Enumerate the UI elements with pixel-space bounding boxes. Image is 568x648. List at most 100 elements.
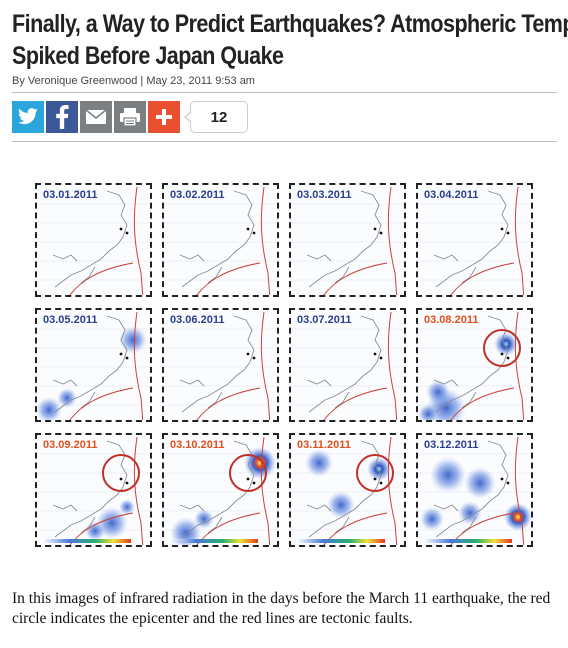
epicenter-circle bbox=[229, 454, 267, 492]
map-panel: 03.03.2011 bbox=[289, 183, 406, 297]
infrared-map bbox=[291, 311, 404, 420]
station-marker bbox=[125, 356, 129, 360]
panel-date-label: 03.03.2011 bbox=[297, 189, 352, 201]
map-panel: 03.04.2011 bbox=[416, 183, 533, 297]
tectonic-fault bbox=[69, 436, 144, 545]
tectonic-fault bbox=[450, 436, 525, 545]
figure-caption: In this images of infrared radiation in … bbox=[12, 590, 551, 627]
station-marker bbox=[500, 227, 504, 231]
share-divider bbox=[12, 141, 557, 142]
thermal-hotspot bbox=[194, 509, 214, 529]
map-panel: 03.01.2011 bbox=[35, 183, 152, 297]
thermal-hotspot bbox=[37, 397, 62, 420]
plus-icon bbox=[156, 109, 172, 125]
share-bar: 12 bbox=[12, 101, 248, 133]
coastline bbox=[433, 440, 509, 538]
infrared-map bbox=[418, 436, 531, 545]
station-marker bbox=[506, 231, 510, 235]
thermal-hotspot bbox=[305, 449, 333, 477]
color-scale-bar bbox=[297, 539, 385, 543]
station-marker bbox=[246, 352, 250, 356]
thermal-hotspot bbox=[57, 388, 77, 408]
map-panel: 03.09.2011 bbox=[35, 433, 152, 547]
thermal-hotspot bbox=[327, 491, 355, 519]
thermal-hotspot bbox=[367, 457, 391, 481]
facebook-share-button[interactable] bbox=[46, 101, 78, 133]
panel-date-label: 03.05.2011 bbox=[43, 314, 98, 326]
coastline bbox=[306, 190, 382, 288]
coastline bbox=[433, 190, 509, 288]
station-marker bbox=[119, 227, 123, 231]
station-marker bbox=[373, 352, 377, 356]
coastline bbox=[52, 315, 128, 413]
infrared-map bbox=[37, 186, 150, 295]
more-share-button[interactable] bbox=[148, 101, 180, 133]
thermal-hotspot bbox=[418, 404, 438, 420]
thermal-hotspot bbox=[430, 457, 466, 493]
print-share-button[interactable] bbox=[114, 101, 146, 133]
tectonic-fault bbox=[323, 186, 398, 295]
infrared-map bbox=[291, 436, 404, 545]
article-title-line-2: Spiked Before Japan Quake bbox=[12, 42, 284, 70]
article-byline: By Veronique Greenwood | May 23, 2011 9:… bbox=[12, 75, 255, 87]
coastline bbox=[179, 440, 255, 538]
station-marker bbox=[246, 477, 250, 481]
twitter-share-button[interactable] bbox=[12, 101, 44, 133]
twitter-bird-icon bbox=[18, 108, 38, 125]
panel-date-label: 03.09.2011 bbox=[43, 439, 98, 451]
station-marker bbox=[119, 352, 123, 356]
map-panel: 03.07.2011 bbox=[289, 308, 406, 422]
infrared-map bbox=[164, 311, 277, 420]
infrared-map bbox=[418, 311, 531, 420]
thermal-hotspot bbox=[119, 326, 147, 354]
station-marker bbox=[500, 477, 504, 481]
email-share-button[interactable] bbox=[80, 101, 112, 133]
infrared-map-grid: 03.01.2011 03.02.2011 03.03.2011 03.04.2011… bbox=[35, 183, 534, 555]
station-marker bbox=[252, 481, 256, 485]
station-marker bbox=[500, 352, 504, 356]
station-marker bbox=[125, 231, 129, 235]
infrared-map bbox=[164, 186, 277, 295]
coastline bbox=[52, 190, 128, 288]
station-marker bbox=[252, 356, 256, 360]
panel-date-label: 03.07.2011 bbox=[297, 314, 352, 326]
tectonic-fault bbox=[196, 436, 271, 545]
tectonic-fault bbox=[450, 311, 525, 420]
station-marker bbox=[373, 477, 377, 481]
station-marker bbox=[119, 477, 123, 481]
station-marker bbox=[373, 227, 377, 231]
station-marker bbox=[379, 356, 383, 360]
infrared-map bbox=[37, 436, 150, 545]
color-scale-bar bbox=[170, 539, 258, 543]
tectonic-fault bbox=[69, 186, 144, 295]
tectonic-fault bbox=[450, 186, 525, 295]
thermal-hotspot bbox=[119, 499, 135, 515]
panel-date-label: 03.11.2011 bbox=[297, 439, 351, 451]
tectonic-fault bbox=[196, 186, 271, 295]
station-marker bbox=[379, 481, 383, 485]
panel-date-label: 03.08.2011 bbox=[424, 314, 479, 326]
station-marker bbox=[506, 481, 510, 485]
coastline bbox=[306, 315, 382, 413]
panel-date-label: 03.04.2011 bbox=[424, 189, 479, 201]
tectonic-fault bbox=[323, 311, 398, 420]
epicenter-circle bbox=[483, 329, 521, 367]
thermal-hotspot bbox=[420, 507, 444, 531]
panel-date-label: 03.12.2011 bbox=[424, 439, 479, 451]
coastline bbox=[179, 315, 255, 413]
thermal-hotspot bbox=[85, 521, 105, 541]
infrared-map bbox=[418, 186, 531, 295]
infrared-map bbox=[37, 311, 150, 420]
map-panel: 03.02.2011 bbox=[162, 183, 279, 297]
panel-date-label: 03.06.2011 bbox=[170, 314, 225, 326]
panel-date-label: 03.02.2011 bbox=[170, 189, 225, 201]
station-marker bbox=[379, 231, 383, 235]
byline-divider bbox=[12, 92, 557, 93]
map-panel: 03.06.2011 bbox=[162, 308, 279, 422]
thermal-hotspot bbox=[458, 501, 482, 525]
coastline bbox=[306, 440, 382, 538]
thermal-hotspot bbox=[504, 503, 531, 531]
infrared-map bbox=[164, 436, 277, 545]
map-panel: 03.05.2011 bbox=[35, 308, 152, 422]
thermal-hotspot bbox=[426, 380, 450, 404]
